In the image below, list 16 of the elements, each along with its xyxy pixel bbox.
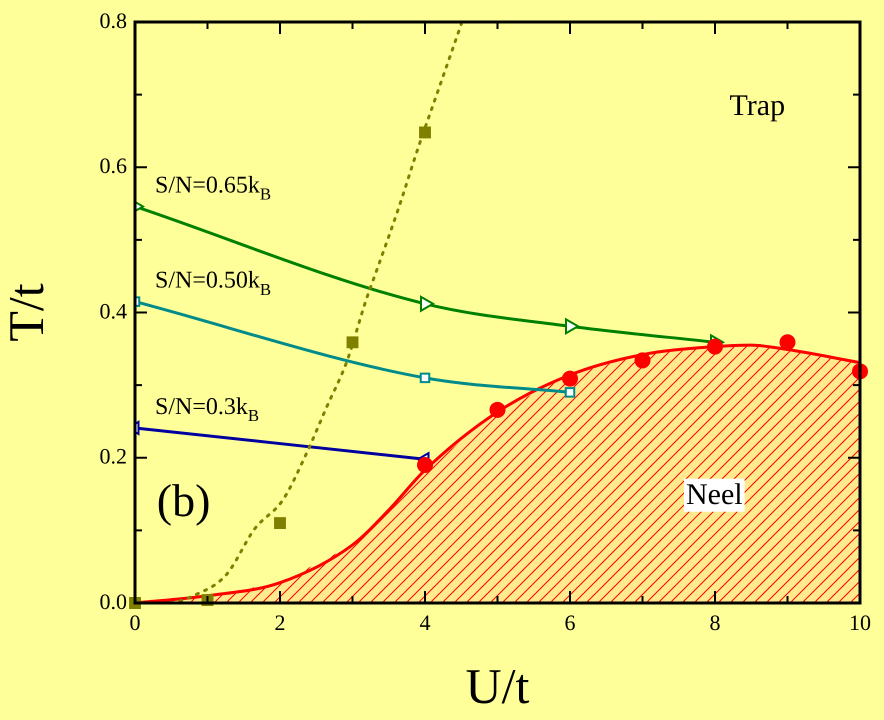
annotation: (b) [156, 474, 210, 526]
x-tick-label: 10 [849, 610, 871, 635]
y-tick-label: 0.6 [100, 153, 127, 178]
annotation: Neel [686, 478, 743, 512]
x-axis-title: U/t [466, 658, 530, 714]
x-tick-label: 2 [274, 610, 286, 635]
y-tick-label: 0.4 [100, 298, 127, 324]
x-tick-label: 6 [564, 610, 576, 635]
x-tick-label: 4 [420, 610, 430, 635]
y-tick-label: 0.8 [100, 8, 127, 33]
y-tick-label: 0.2 [100, 444, 127, 469]
annotation: Trap [730, 88, 786, 122]
y-tick-label: 0.0 [100, 588, 127, 614]
x-tick-label: 0 [130, 610, 140, 635]
y-axis-title: T/t [0, 283, 54, 342]
x-tick-label: 8 [710, 610, 720, 635]
